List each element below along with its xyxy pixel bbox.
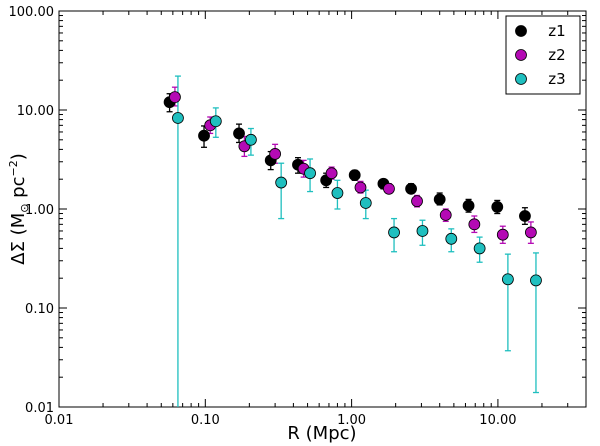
point-z2 [411, 195, 423, 208]
point-z2 [439, 209, 452, 221]
y-tick-label: 100.00 [9, 5, 55, 20]
legend: z1 z2 z3 [505, 15, 581, 95]
x-axis-label: R (Mpc) [287, 423, 356, 444]
y-axis-label-part: pc [8, 177, 29, 204]
y-tick-label: 0.01 [25, 401, 54, 416]
point-z3 [359, 197, 372, 209]
point-z3 [473, 242, 486, 255]
legend-label-z1: z1 [548, 22, 565, 40]
y-tick-label: 10.00 [17, 104, 54, 119]
point-z2 [524, 226, 537, 239]
point-z1 [198, 129, 210, 142]
axis-ticks [58, 10, 587, 408]
point-z2 [169, 91, 181, 103]
legend-label-z3: z3 [548, 70, 565, 88]
point-z3 [530, 274, 542, 287]
y-axis-label-part: ) [8, 153, 29, 160]
y-axis-label-sun: ⊙ [18, 204, 31, 213]
point-z1 [348, 169, 361, 182]
point-z2 [269, 148, 282, 160]
point-z3 [331, 187, 344, 199]
y-axis-label-part: ΔΣ (M [8, 213, 29, 265]
x-tick-label: 0.10 [191, 413, 220, 428]
point-z3 [275, 176, 288, 189]
point-z1 [491, 201, 504, 213]
point-z1 [433, 193, 446, 206]
point-z3 [209, 115, 222, 128]
point-z2 [325, 167, 338, 180]
y-axis-label-exponent: −2 [7, 160, 20, 176]
point-z3 [388, 226, 400, 239]
legend-label-z2: z2 [548, 46, 565, 64]
point-z1 [233, 127, 245, 140]
y-tick-label: 1.00 [25, 203, 54, 218]
point-z2 [354, 181, 367, 194]
point-z2 [496, 228, 509, 241]
point-z3 [445, 232, 458, 245]
point-z1 [405, 182, 417, 195]
x-tick-label: 0.01 [45, 413, 74, 428]
point-z3 [245, 133, 257, 146]
point-z2 [383, 182, 395, 195]
point-z3 [304, 167, 316, 180]
x-tick-label: 1.00 [337, 413, 366, 428]
point-z3 [416, 225, 429, 237]
data-points [163, 91, 542, 287]
legend-marker-z1 [515, 25, 527, 37]
point-z3 [172, 112, 184, 124]
point-z3 [501, 273, 514, 286]
y-axis-label: ΔΣ (M⊙ pc−2) [7, 153, 31, 264]
point-z1 [519, 210, 531, 222]
point-z1 [462, 199, 475, 212]
point-z2 [468, 218, 481, 231]
y-tick-label: 0.10 [25, 302, 54, 317]
axis-tick-labels: 0.01 0.10 1.00 10.00 0.01 0.10 1.00 10.00 100.00 [9, 5, 517, 428]
legend-marker-z3 [515, 73, 527, 85]
x-tick-label: 10.00 [479, 413, 516, 428]
legend-marker-z2 [515, 49, 527, 61]
